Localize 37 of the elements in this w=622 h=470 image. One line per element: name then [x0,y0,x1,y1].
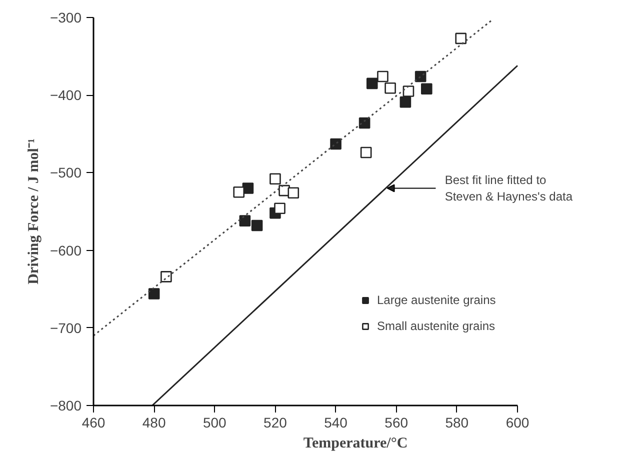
x-tick-label: 480 [142,414,166,430]
x-tick-label: 580 [445,414,469,430]
x-tick-label: 540 [324,414,348,430]
y-tick-label: −800 [50,398,82,414]
x-tick-label: 460 [82,414,106,430]
x-tick-label: 500 [202,414,227,430]
point [148,288,160,300]
point [160,271,172,282]
point [288,187,300,199]
point [239,215,251,226]
x-axis-title: Temperature/°C [303,436,408,452]
point [270,173,281,185]
point [251,220,263,232]
x-tick-label: 560 [384,414,408,430]
point [233,186,245,198]
annotation: Best fit line fitted to Steven & Haynes's data [444,172,573,204]
legend-label: Large austenite grains [377,293,496,307]
y-tick-label: −500 [50,164,82,181]
point [366,78,378,90]
point [400,96,412,108]
y-tick-label: −300 [50,10,82,26]
legend-label: Small austenite grains [377,319,496,333]
y-tick-label: −400 [50,87,82,104]
point [360,146,372,158]
point [377,70,388,82]
point [330,138,342,150]
y-axis-title: Driving Force / J mol⁻¹ [26,138,42,284]
y-tick-label: −600 [50,242,82,258]
x-tick-label: 520 [264,414,288,430]
point [402,86,414,97]
x-tick-label: 600 [506,414,530,430]
y-tick-label: −700 [50,320,82,336]
point [358,117,370,129]
point [420,83,432,95]
point [384,82,396,94]
point [455,32,467,44]
point [274,202,286,214]
